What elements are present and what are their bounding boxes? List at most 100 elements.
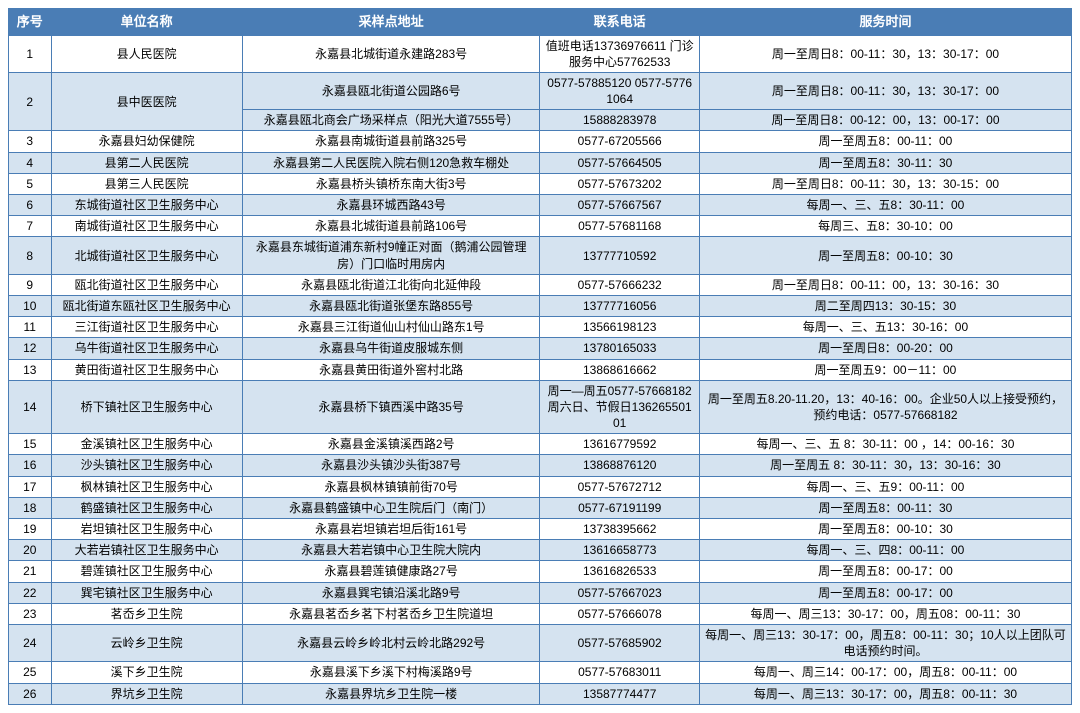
cell-idx: 7 [9,216,52,237]
cell-time: 每周一、三、五9：00-11：00 [699,476,1071,497]
table-row: 23茗岙乡卫生院永嘉县茗岙乡茗下村茗岙乡卫生院道坦0577-57666078每周… [9,603,1072,624]
table-row: 4县第二人民医院永嘉县第二人民医院入院右侧120急救车棚处0577-576645… [9,152,1072,173]
cell-phone: 0577-57672712 [540,476,699,497]
table-body: 1县人民医院永嘉县北城街道永建路283号值班电话13736976611 门诊服务… [9,35,1072,704]
cell-idx: 5 [9,173,52,194]
table-row: 16沙头镇社区卫生服务中心永嘉县沙头镇沙头街387号13868876120周一至… [9,455,1072,476]
col-header-phone: 联系电话 [540,9,699,36]
cell-time: 周一至周日8：00-11：30，13：30-17：00 [699,35,1071,72]
table-row: 1县人民医院永嘉县北城街道永建路283号值班电话13736976611 门诊服务… [9,35,1072,72]
cell-addr: 永嘉县南城街道县前路325号 [242,131,540,152]
cell-unit: 界坑乡卫生院 [51,683,242,704]
cell-idx: 6 [9,195,52,216]
cell-idx: 18 [9,497,52,518]
cell-unit: 岩坦镇社区卫生服务中心 [51,519,242,540]
cell-time: 周一至周五8：00-11：00 [699,131,1071,152]
table-row: 5县第三人民医院永嘉县桥头镇桥东南大街3号0577-57673202周一至周日8… [9,173,1072,194]
cell-unit: 北城街道社区卫生服务中心 [51,237,242,274]
cell-idx: 4 [9,152,52,173]
cell-idx: 23 [9,603,52,624]
cell-time: 每周一、周三13：30-17：00，周五8：00-11：30；10人以上团队可电… [699,624,1071,661]
table-row: 19岩坦镇社区卫生服务中心永嘉县岩坦镇岩坦后街161号13738395662周一… [9,519,1072,540]
cell-phone: 0577-57681168 [540,216,699,237]
cell-unit: 瓯北街道社区卫生服务中心 [51,274,242,295]
cell-addr: 永嘉县鹤盛镇中心卫生院后门（南门） [242,497,540,518]
cell-addr: 永嘉县岩坦镇岩坦后街161号 [242,519,540,540]
cell-addr: 永嘉县茗岙乡茗下村茗岙乡卫生院道坦 [242,603,540,624]
cell-idx: 16 [9,455,52,476]
cell-phone: 13616779592 [540,434,699,455]
cell-idx: 1 [9,35,52,72]
table-header-row: 序号 单位名称 采样点地址 联系电话 服务时间 [9,9,1072,36]
cell-idx: 10 [9,295,52,316]
cell-unit: 瓯北街道东瓯社区卫生服务中心 [51,295,242,316]
cell-time: 周一至周五8：00-10：30 [699,237,1071,274]
cell-unit: 县人民医院 [51,35,242,72]
cell-addr: 永嘉县沙头镇沙头街387号 [242,455,540,476]
cell-phone: 13777710592 [540,237,699,274]
cell-phone: 0577-57664505 [540,152,699,173]
cell-phone: 0577-57666078 [540,603,699,624]
cell-phone: 15888283978 [540,110,699,131]
col-header-unit: 单位名称 [51,9,242,36]
cell-idx: 17 [9,476,52,497]
cell-idx: 3 [9,131,52,152]
cell-addr: 永嘉县瓯北商会广场采样点（阳光大道7555号） [242,110,540,131]
cell-unit: 溪下乡卫生院 [51,662,242,683]
cell-idx: 21 [9,561,52,582]
table-row: 26界坑乡卫生院永嘉县界坑乡卫生院一楼13587774477每周一、周三13：3… [9,683,1072,704]
cell-idx: 9 [9,274,52,295]
cell-addr: 永嘉县乌牛街道皮服城东侧 [242,338,540,359]
cell-idx: 26 [9,683,52,704]
cell-unit: 东城街道社区卫生服务中心 [51,195,242,216]
cell-time: 周一至周五8：00-17：00 [699,561,1071,582]
cell-unit: 三江街道社区卫生服务中心 [51,317,242,338]
cell-addr: 永嘉县第二人民医院入院右侧120急救车棚处 [242,152,540,173]
cell-time: 周一至周五9：00－11：00 [699,359,1071,380]
col-header-addr: 采样点地址 [242,9,540,36]
cell-unit: 鹤盛镇社区卫生服务中心 [51,497,242,518]
cell-phone: 13777716056 [540,295,699,316]
cell-addr: 永嘉县枫林镇镇前街70号 [242,476,540,497]
cell-unit: 桥下镇社区卫生服务中心 [51,380,242,434]
table-row: 18鹤盛镇社区卫生服务中心永嘉县鹤盛镇中心卫生院后门（南门）0577-67191… [9,497,1072,518]
table-row: 15金溪镇社区卫生服务中心永嘉县金溪镇溪西路2号13616779592每周一、三… [9,434,1072,455]
cell-time: 周一至周五8：00-11：30 [699,497,1071,518]
table-row: 12乌牛街道社区卫生服务中心永嘉县乌牛街道皮服城东侧13780165033周一至… [9,338,1072,359]
cell-unit: 沙头镇社区卫生服务中心 [51,455,242,476]
cell-time: 周一至周日8：00-11：30，13：30-15：00 [699,173,1071,194]
col-header-idx: 序号 [9,9,52,36]
cell-unit: 永嘉县妇幼保健院 [51,131,242,152]
cell-addr: 永嘉县云岭乡岭北村云岭北路292号 [242,624,540,661]
cell-phone: 13566198123 [540,317,699,338]
sampling-points-table-wrapper: 序号 单位名称 采样点地址 联系电话 服务时间 1县人民医院永嘉县北城街道永建路… [8,8,1072,705]
cell-phone: 0577-57885120 0577-57761064 [540,72,699,109]
cell-addr: 永嘉县瓯北街道张堡东路855号 [242,295,540,316]
table-row: 3永嘉县妇幼保健院永嘉县南城街道县前路325号0577-67205566周一至周… [9,131,1072,152]
table-row: 20大若岩镇社区卫生服务中心永嘉县大若岩镇中心卫生院大院内13616658773… [9,540,1072,561]
cell-phone: 0577-57666232 [540,274,699,295]
table-row: 14桥下镇社区卫生服务中心永嘉县桥下镇西溪中路35号周一—周五0577-5766… [9,380,1072,434]
cell-idx: 14 [9,380,52,434]
cell-unit: 茗岙乡卫生院 [51,603,242,624]
cell-phone: 0577-67205566 [540,131,699,152]
cell-addr: 永嘉县金溪镇溪西路2号 [242,434,540,455]
cell-phone: 13616658773 [540,540,699,561]
cell-phone: 13738395662 [540,519,699,540]
cell-phone: 0577-67191199 [540,497,699,518]
table-row: 9瓯北街道社区卫生服务中心永嘉县瓯北街道江北街向北延伸段0577-5766623… [9,274,1072,295]
cell-idx: 25 [9,662,52,683]
cell-addr: 永嘉县巽宅镇沿溪北路9号 [242,582,540,603]
cell-unit: 枫林镇社区卫生服务中心 [51,476,242,497]
cell-addr: 永嘉县东城街道浦东新村9幢正对面（鹅浦公园管理房）门口临时用房内 [242,237,540,274]
cell-idx: 8 [9,237,52,274]
cell-addr: 永嘉县碧莲镇健康路27号 [242,561,540,582]
cell-unit: 县中医医院 [51,72,242,131]
cell-idx: 19 [9,519,52,540]
cell-idx: 24 [9,624,52,661]
cell-idx: 13 [9,359,52,380]
cell-phone: 13868616662 [540,359,699,380]
cell-phone: 0577-57667567 [540,195,699,216]
cell-time: 周一至周五8.20-11.20，13：40-16：00。企业50人以上接受预约，… [699,380,1071,434]
cell-time: 每周一、三、四8：00-11：00 [699,540,1071,561]
